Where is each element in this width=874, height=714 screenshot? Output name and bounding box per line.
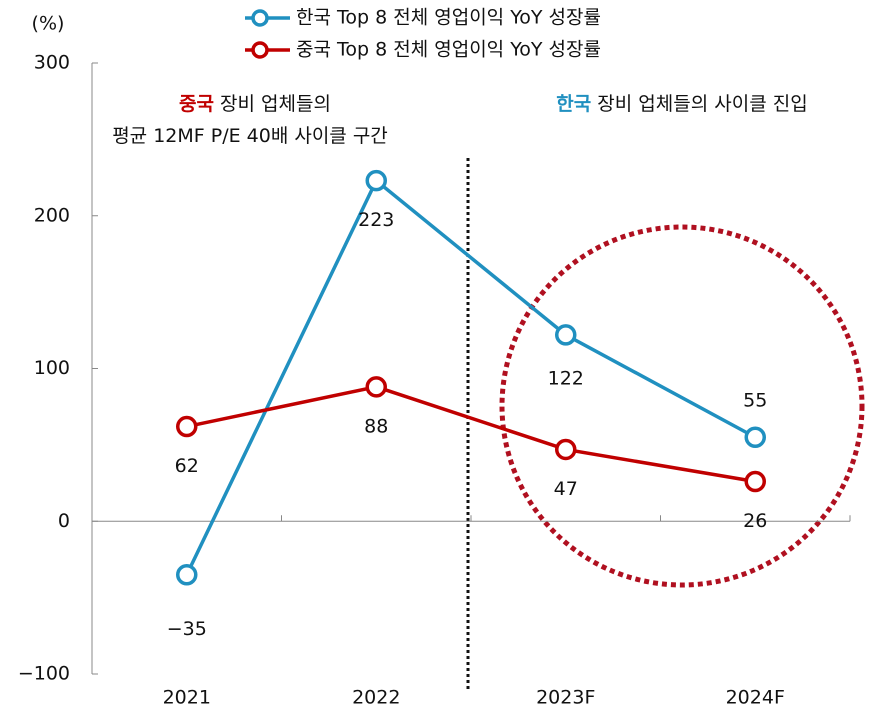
legend-marker [251,9,269,27]
data-label: 62 [175,455,199,477]
data-label: 223 [358,209,394,231]
point [176,563,198,586]
point [744,426,766,448]
line [186,385,756,484]
legend-marker [251,41,269,59]
x-tick-label: 2022 [352,687,400,709]
highlight-circle [499,224,865,588]
data-label: 122 [548,367,584,389]
annotation-part: 한국 [556,93,591,115]
point [365,169,387,192]
annotation: 한국 장비 업체들의 사이클 진입 [556,93,807,115]
annotation: 중국 장비 업체들의 [179,93,331,115]
legend-label: 중국 Top 8 전체 영업이익 YoY 성장률 [296,39,601,61]
annotation: 평균 12MF P/E 40배 사이클 구간 [112,125,388,147]
annotation-part: 평균 12MF P/E 40배 사이클 구간 [112,125,388,147]
y-tick-label: 0 [58,510,70,532]
annotation-part: 장비 업체들의 사이클 진입 [591,93,807,115]
point [555,438,577,461]
y-tick-label: 100 [34,357,70,379]
y-tick-label: 200 [34,204,70,226]
data-label: 55 [743,390,767,412]
legend-label: 한국 Top 8 전체 영업이익 YoY 성장률 [296,7,601,29]
x-tick-label: 2024F [726,687,785,709]
data-label: −35 [167,618,207,640]
line [185,177,757,576]
y-tick-label: 300 [34,52,70,74]
data-label: 47 [554,478,578,500]
point [176,415,198,438]
x-tick-label: 2021 [163,687,211,709]
y-unit-label: (%) [32,13,65,35]
point [744,470,766,493]
annotation-part: 중국 [179,93,214,115]
y-tick-label: −100 [18,663,70,685]
point [365,376,387,398]
annotation-part: 장비 업체들의 [214,93,331,115]
x-tick-label: 2023F [536,687,595,709]
point [555,324,577,346]
data-label: 88 [364,415,388,437]
data-label: 26 [743,510,767,532]
